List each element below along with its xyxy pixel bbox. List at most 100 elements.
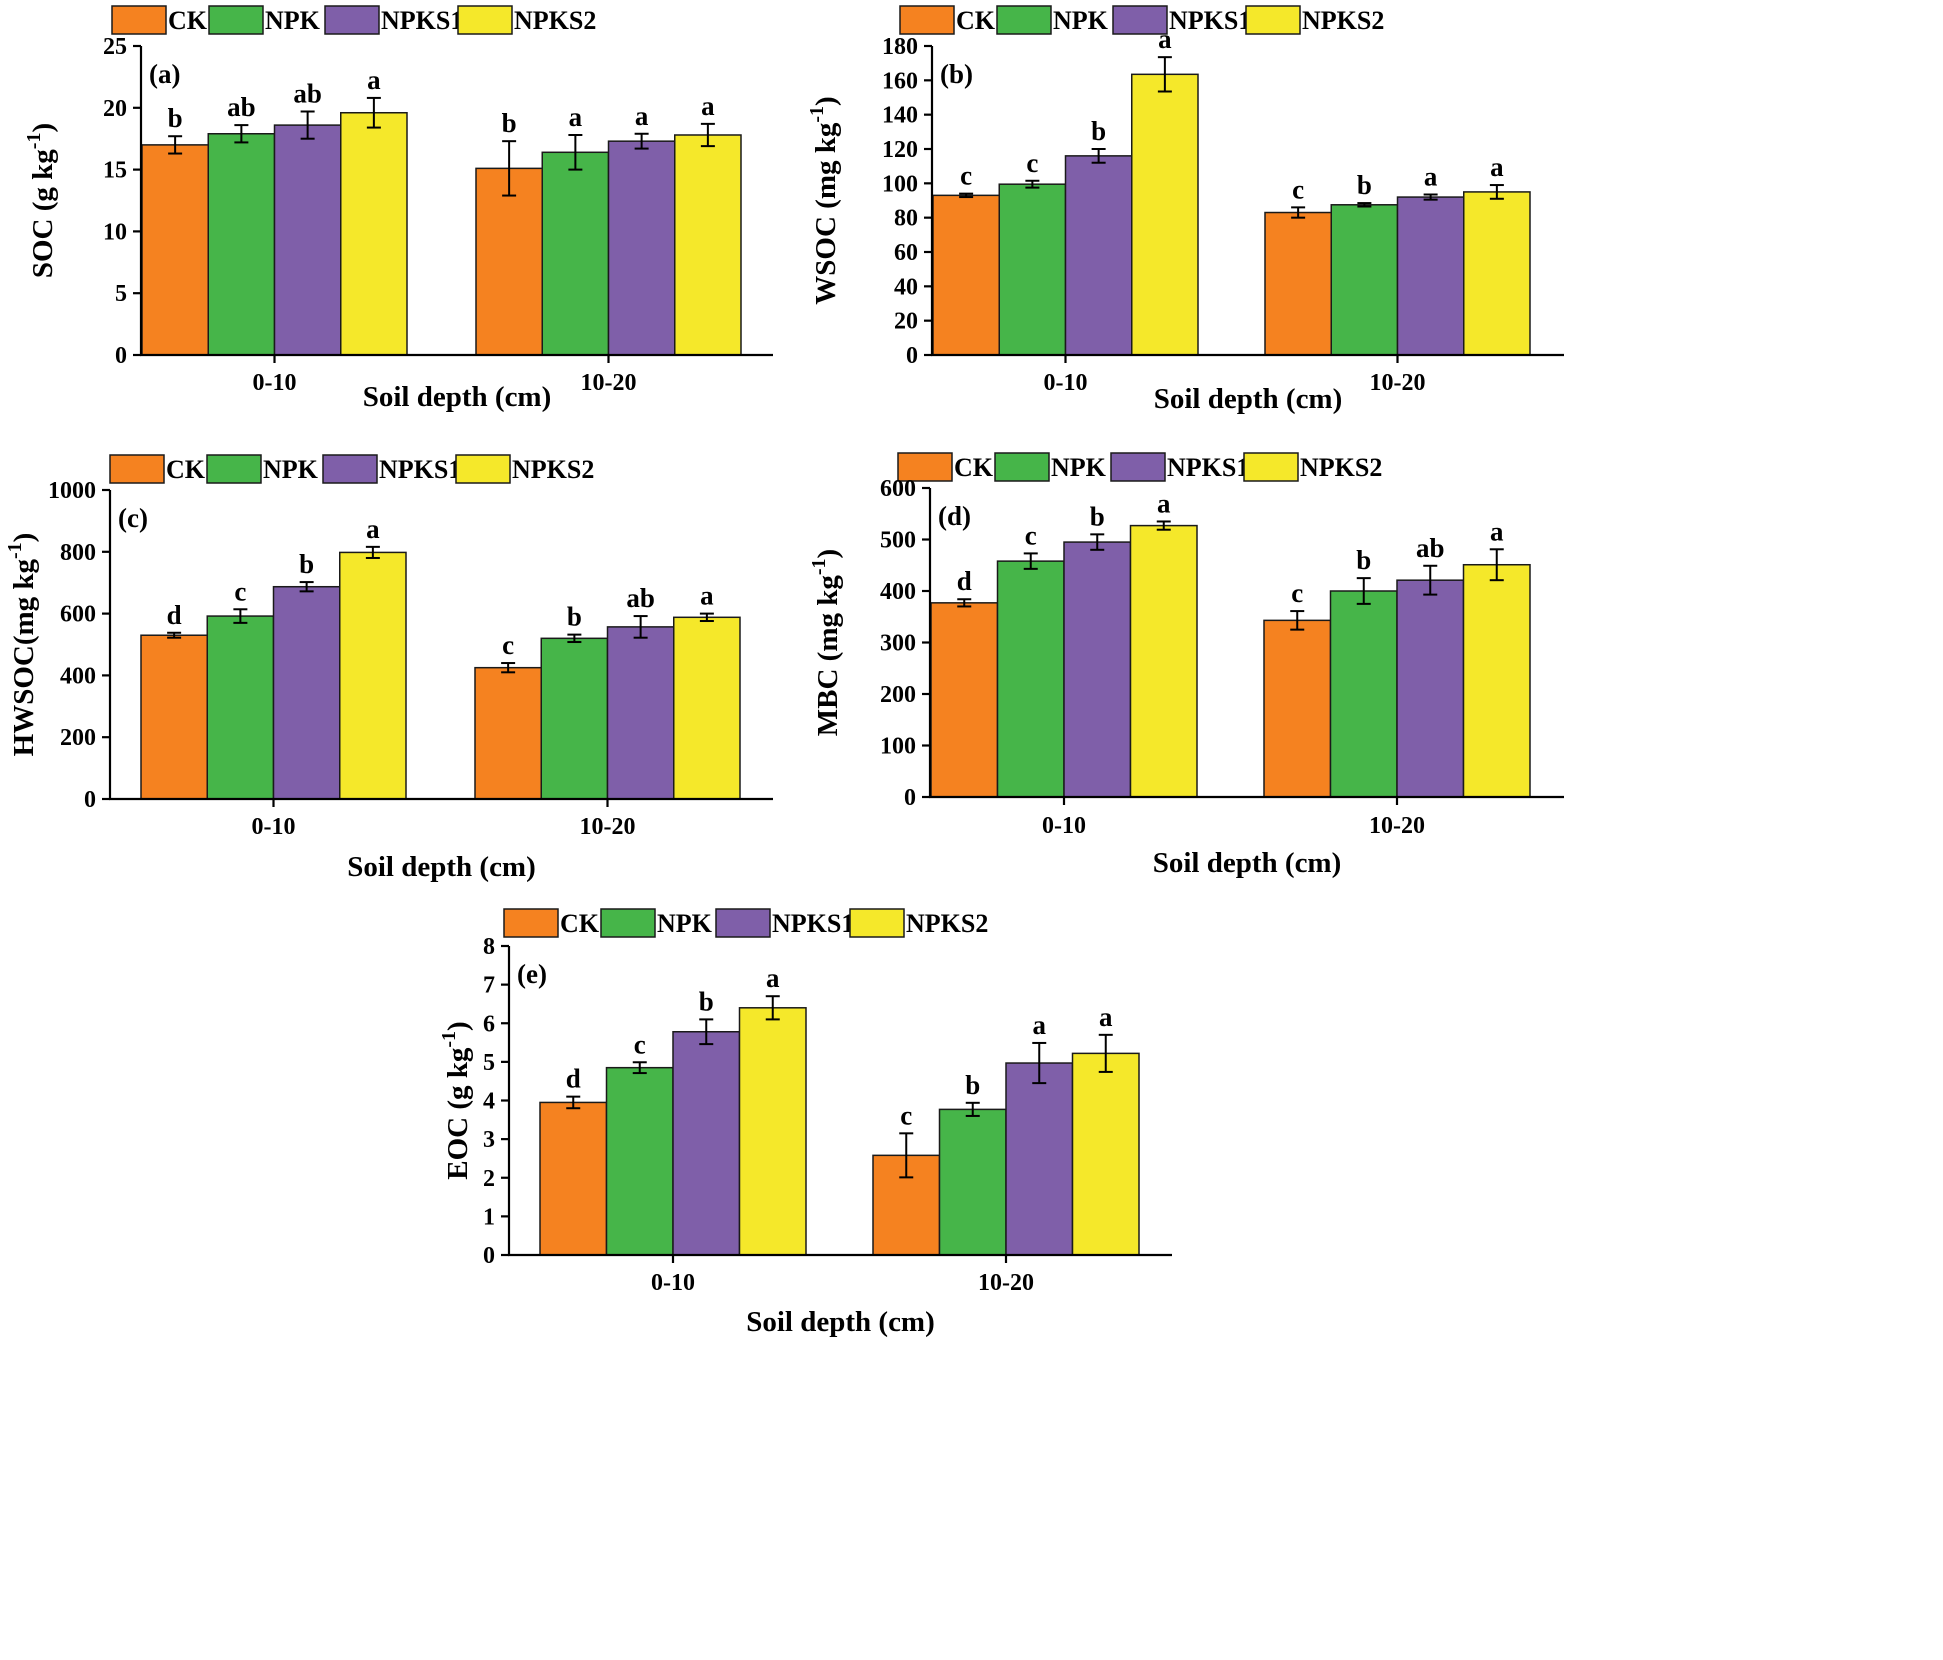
y-axis-title: HWSOC(mg kg-1) <box>4 533 40 757</box>
y-tick-label: 20 <box>103 96 127 122</box>
y-axis-title-main: HWSOC(mg kg <box>8 558 40 756</box>
x-tick-label: 10-20 <box>1370 370 1426 396</box>
y-axis-title-sup: -1 <box>23 133 45 150</box>
significance-letter: b <box>168 103 183 133</box>
y-tick-label: 25 <box>103 34 127 60</box>
legend-label-npk: NPK <box>265 6 321 35</box>
error-bar-npks2-10-20 <box>699 612 714 623</box>
y-tick-label: 2 <box>483 1166 495 1192</box>
significance-letter: b <box>1357 170 1372 200</box>
error-bar-npks2-0-10 <box>365 545 380 559</box>
legend-swatch-npks2 <box>457 5 513 35</box>
error-bar-npks2-0-10 <box>765 995 780 1021</box>
y-axis-title-close: ) <box>810 96 842 106</box>
error-bar-ck-10-20 <box>1290 610 1305 631</box>
error-bar-npk-0-10 <box>234 124 249 144</box>
panel-label: (b) <box>940 59 973 89</box>
x-axis-title: Soil depth (cm) <box>347 851 536 883</box>
significance-letter: c <box>234 576 246 606</box>
y-tick-label: 1000 <box>48 478 96 504</box>
y-tick-label: 0 <box>84 787 96 813</box>
y-ticks: 0 200 400 600 800 1000 <box>48 478 110 813</box>
bar-npks1-0-10 <box>1063 541 1132 798</box>
bar-npk-0-10 <box>996 560 1065 798</box>
significance-letter: c <box>634 1029 646 1059</box>
significance-letter: a <box>366 514 380 544</box>
bar-npks1-0-10 <box>672 1030 741 1256</box>
y-axis-title-close: ) <box>812 549 844 559</box>
y-ticks: 0 20 40 60 80 100 120 140 160 180 <box>882 34 932 369</box>
bars: d c b a c b ab a <box>140 514 741 800</box>
y-tick-label: 0 <box>906 343 918 369</box>
y-axis-title-main: WSOC (mg kg <box>810 122 842 305</box>
bars: d c b a c b ab a <box>930 488 1531 798</box>
y-tick-label: 7 <box>483 973 495 999</box>
significance-letter: c <box>900 1100 912 1130</box>
y-tick-label: 1 <box>483 1204 495 1230</box>
error-bar-ck-0-10 <box>957 598 972 608</box>
bar-npk-10-20 <box>938 1108 1007 1256</box>
y-axis-title-close: ) <box>27 123 59 133</box>
bar-npk-10-20 <box>1329 590 1398 798</box>
error-bar-npks1-10-20 <box>1423 564 1438 596</box>
significance-letter: b <box>567 602 582 632</box>
legend-swatch-ck <box>109 454 165 484</box>
legend-label-npks2: NPKS2 <box>512 455 594 484</box>
significance-letter: a <box>569 102 583 132</box>
significance-letter: ab <box>293 79 322 109</box>
legend-swatch-npks1 <box>324 5 380 35</box>
y-axis-title-sup: -1 <box>808 558 830 575</box>
legend-swatch-npks1 <box>322 454 378 484</box>
x-axis-title: Soil depth (cm) <box>363 381 552 413</box>
x-ticks: 0-10 10-20 <box>1042 797 1425 839</box>
significance-letter: ab <box>227 92 256 122</box>
legend-label-npks2: NPKS2 <box>1302 6 1384 35</box>
legend-label-npks1: NPKS1 <box>379 455 461 484</box>
chart-panel-d: CK NPK NPKS1 NPKS2 d c b a c b ab a 0 100 200 300 400 500… <box>808 452 1564 879</box>
x-ticks: 0-10 10-20 <box>252 799 636 840</box>
bar-npks2-10-20 <box>1071 1052 1140 1256</box>
y-axis-title: SOC (g kg-1) <box>23 123 59 278</box>
legend: CK NPK NPKS1 NPKS2 <box>897 452 1382 482</box>
legend-label-npk: NPK <box>1053 6 1109 35</box>
y-tick-label: 100 <box>880 734 916 760</box>
y-axis-title-close: ) <box>442 1021 474 1031</box>
error-bar-npk-10-20 <box>1357 202 1372 208</box>
bar-npks2-0-10 <box>1131 73 1199 356</box>
bar-npks1-10-20 <box>1396 579 1465 798</box>
error-bar-npks1-0-10 <box>300 110 315 140</box>
legend-label-ck: CK <box>954 453 994 482</box>
legend-swatch-npk <box>996 5 1052 35</box>
error-bar-npks2-10-20 <box>1098 1033 1113 1073</box>
y-tick-label: 100 <box>882 171 918 197</box>
bar-npks2-10-20 <box>1463 191 1531 356</box>
bars: d c b a c b a a <box>539 963 1140 1256</box>
legend-swatch-npks2 <box>849 908 905 938</box>
legend-swatch-npks2 <box>455 454 511 484</box>
y-tick-label: 600 <box>60 602 96 628</box>
significance-letter: a <box>1490 516 1504 546</box>
significance-letter: d <box>957 566 972 596</box>
significance-letter: b <box>1091 116 1106 146</box>
legend-swatch-npk <box>994 452 1050 482</box>
y-tick-label: 5 <box>483 1050 495 1076</box>
bar-npk-10-20 <box>541 151 610 356</box>
bar-ck-0-10 <box>932 194 1000 356</box>
chart-panel-b: CK NPK NPKS1 NPKS2 c c b a c b a a 0 20 40 60 80 100 120 14… <box>806 5 1564 415</box>
y-tick-label: 300 <box>880 631 916 657</box>
legend-label-ck: CK <box>166 455 206 484</box>
bar-npks2-0-10 <box>1129 524 1198 798</box>
legend-label-npks1: NPKS1 <box>772 909 854 938</box>
legend: CK NPK NPKS1 NPKS2 <box>503 908 988 938</box>
x-tick-label: 10-20 <box>581 370 637 396</box>
error-bar-npk-0-10 <box>1023 552 1038 570</box>
y-axis-title-main: MBC (mg kg <box>812 575 844 737</box>
significance-letter: a <box>766 963 780 993</box>
y-axis-title-sup: -1 <box>806 106 828 123</box>
y-tick-label: 8 <box>483 934 495 960</box>
y-tick-label: 500 <box>880 528 916 554</box>
y-tick-label: 3 <box>483 1127 495 1153</box>
y-axis-title: WSOC (mg kg-1) <box>806 96 842 304</box>
